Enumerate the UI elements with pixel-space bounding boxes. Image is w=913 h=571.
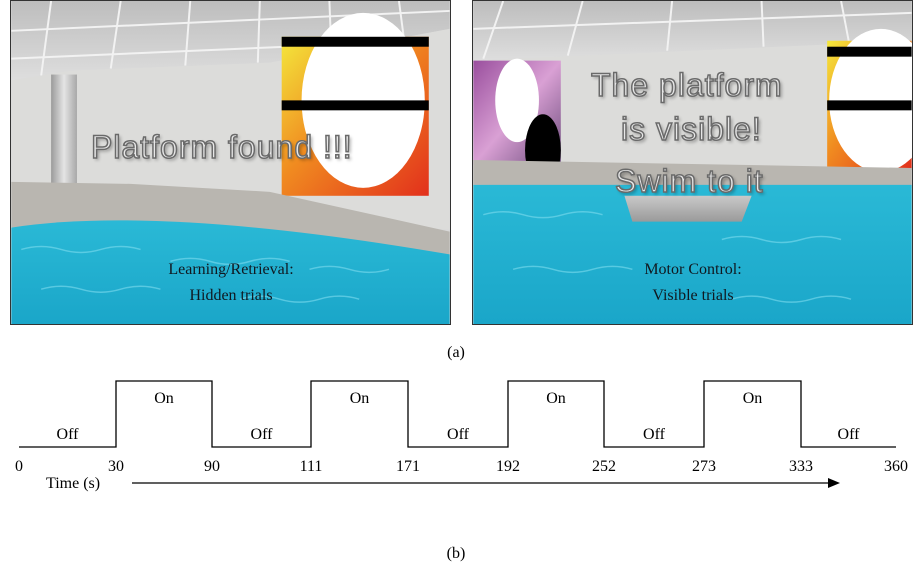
state-label-off: Off (447, 426, 470, 443)
time-tick-label: 0 (15, 458, 23, 475)
state-label-on: On (350, 390, 370, 407)
time-tick-label: 333 (789, 458, 813, 475)
virtual-pool-scene (11, 1, 450, 324)
state-label-on: On (743, 390, 763, 407)
caption-line2: Visible trials (652, 287, 734, 304)
overlay-message: Platform found !!! (90, 128, 353, 166)
subfigure-label-a: (a) (447, 344, 465, 361)
virtual-pool-scene (473, 1, 912, 324)
time-tick-labels: 0 30 90 111 171 192 252 273 333 360 (15, 458, 908, 475)
time-axis-label: Time (s) (46, 475, 100, 492)
scene-panel-hidden-trial: Platform found !!! Learning/Retrieval: H… (10, 0, 451, 325)
time-tick-label: 111 (300, 458, 323, 475)
time-tick-label: 192 (496, 458, 520, 475)
on-off-waveform (19, 380, 896, 448)
time-arrow-head (828, 478, 840, 488)
waveform-path (19, 380, 896, 448)
state-label-off: Off (57, 426, 80, 443)
time-tick-label: 252 (592, 458, 616, 475)
state-label-off: Off (251, 426, 274, 443)
time-tick-label: 90 (204, 458, 220, 475)
caption-line1: Motor Control: (644, 261, 742, 278)
state-label-on: On (546, 390, 566, 407)
state-label-off: Off (838, 426, 861, 443)
time-tick-label: 171 (396, 458, 420, 475)
caption-line2: Hidden trials (189, 287, 273, 304)
state-label-on: On (154, 390, 174, 407)
time-tick-label: 273 (692, 458, 716, 475)
caption: Motor Control: Visible trials (593, 257, 793, 309)
caption: Learning/Retrieval: Hidden trials (141, 257, 321, 309)
block-design-timeline: Off On Off On Off On Off On Off 0 30 90 111 171 192 25… (15, 380, 908, 492)
state-label-off: Off (643, 426, 666, 443)
caption-line1: Learning/Retrieval: (168, 261, 294, 278)
overlay-message-line3: Swim to it (614, 162, 764, 200)
state-labels: Off On Off On Off On Off On Off (57, 390, 861, 443)
scene-panel-visible-trial: The platform is visible! Swim to it Moto… (472, 0, 913, 325)
time-tick-label: 30 (108, 458, 124, 475)
subfigure-label-b: (b) (446, 545, 466, 562)
overlay-message-line2: is visible! (620, 110, 762, 148)
time-tick-label: 360 (884, 458, 908, 475)
overlay-message-line1: The platform (590, 66, 783, 104)
